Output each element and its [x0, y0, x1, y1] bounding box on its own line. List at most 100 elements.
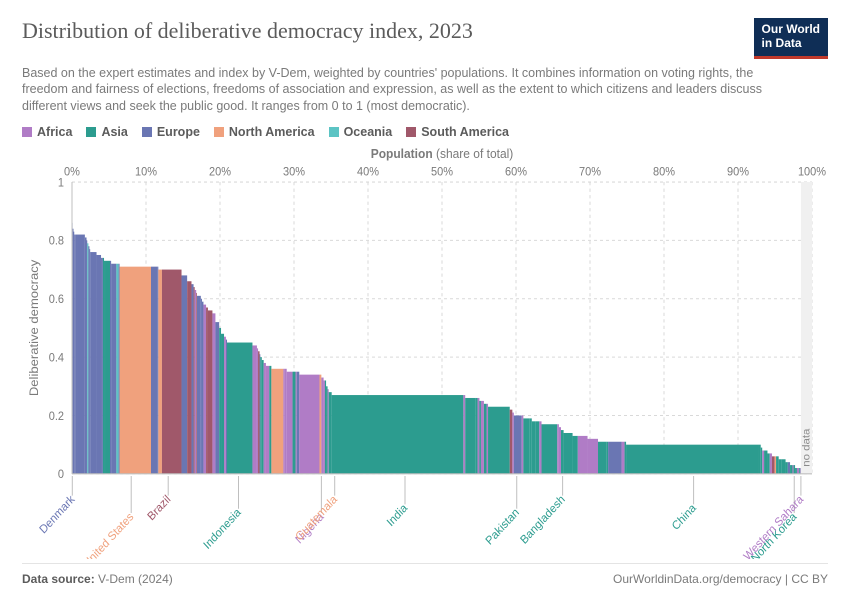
country-annotation[interactable]: Guatemala: [294, 493, 341, 544]
legend-item[interactable]: South America: [406, 125, 509, 139]
legend-item[interactable]: North America: [214, 125, 315, 139]
bar[interactable]: [321, 378, 323, 474]
bar[interactable]: [776, 457, 779, 475]
bar[interactable]: [87, 241, 88, 474]
bar[interactable]: [262, 360, 264, 474]
bar[interactable]: [782, 459, 786, 474]
bar[interactable]: [201, 299, 202, 474]
bar[interactable]: [252, 346, 256, 474]
bar[interactable]: [324, 381, 325, 474]
bar[interactable]: [622, 442, 625, 474]
bar[interactable]: [285, 369, 287, 474]
bar[interactable]: [557, 424, 559, 474]
bar[interactable]: [194, 287, 195, 474]
bar[interactable]: [573, 436, 578, 474]
bar[interactable]: [299, 375, 319, 474]
bar[interactable]: [779, 459, 782, 474]
bar[interactable]: [297, 372, 300, 474]
bar[interactable]: [226, 340, 227, 474]
bar[interactable]: [475, 398, 477, 474]
bar[interactable]: [103, 258, 104, 474]
bar[interactable]: [606, 442, 608, 474]
bar[interactable]: [794, 465, 795, 474]
bar[interactable]: [260, 354, 261, 474]
bar[interactable]: [539, 422, 541, 475]
legend-item[interactable]: Africa: [22, 125, 72, 139]
bar[interactable]: [90, 252, 96, 474]
bar[interactable]: [269, 366, 271, 474]
bar[interactable]: [625, 442, 626, 474]
bar[interactable]: [196, 293, 197, 474]
bar[interactable]: [598, 442, 606, 474]
bar[interactable]: [767, 454, 769, 474]
bar[interactable]: [151, 267, 157, 474]
bar[interactable]: [73, 229, 74, 474]
bar[interactable]: [104, 261, 105, 474]
bar[interactable]: [463, 395, 465, 474]
bar[interactable]: [799, 468, 800, 474]
bar[interactable]: [224, 337, 226, 474]
bar[interactable]: [790, 465, 792, 474]
bar[interactable]: [512, 413, 513, 474]
bar[interactable]: [325, 381, 326, 474]
bar[interactable]: [481, 401, 484, 474]
bar[interactable]: [116, 264, 118, 474]
bar[interactable]: [535, 422, 539, 475]
bar[interactable]: [532, 422, 535, 475]
country-annotation[interactable]: Denmark: [38, 493, 78, 536]
bar[interactable]: [271, 369, 283, 474]
bar[interactable]: [162, 270, 182, 474]
bar[interactable]: [484, 404, 487, 474]
country-annotation[interactable]: Western Sahara: [742, 493, 807, 559]
bar[interactable]: [772, 457, 775, 475]
bar[interactable]: [221, 334, 224, 474]
bar[interactable]: [157, 267, 158, 474]
bar[interactable]: [215, 322, 219, 474]
legend-item[interactable]: Oceania: [329, 125, 393, 139]
bar[interactable]: [332, 395, 464, 474]
bar[interactable]: [89, 249, 90, 474]
bar[interactable]: [191, 284, 193, 474]
bar[interactable]: [87, 244, 88, 475]
bar[interactable]: [758, 445, 760, 474]
bar[interactable]: [797, 468, 799, 474]
bar[interactable]: [478, 398, 480, 474]
bar[interactable]: [561, 430, 564, 474]
bar[interactable]: [258, 351, 259, 474]
bar[interactable]: [328, 389, 329, 474]
country-annotation[interactable]: United States: [81, 511, 136, 559]
bar[interactable]: [266, 366, 269, 474]
bar[interactable]: [97, 255, 101, 474]
bar[interactable]: [260, 357, 261, 474]
bar[interactable]: [775, 457, 776, 475]
bar[interactable]: [770, 454, 772, 474]
country-annotation[interactable]: India: [385, 502, 410, 530]
bar[interactable]: [761, 448, 762, 474]
bar[interactable]: [296, 372, 297, 474]
bar[interactable]: [120, 267, 151, 474]
bar[interactable]: [530, 419, 532, 474]
bar[interactable]: [227, 343, 252, 474]
bar[interactable]: [487, 404, 488, 474]
bar[interactable]: [287, 372, 293, 474]
bar[interactable]: [203, 305, 206, 474]
bar[interactable]: [283, 369, 284, 474]
bar[interactable]: [88, 246, 89, 474]
bar[interactable]: [319, 375, 321, 474]
bar[interactable]: [74, 235, 75, 474]
bar[interactable]: [479, 401, 480, 474]
country-annotation[interactable]: Pakistan: [484, 507, 522, 548]
bar[interactable]: [119, 264, 120, 474]
bar[interactable]: [326, 387, 327, 475]
bar[interactable]: [800, 468, 801, 474]
bar[interactable]: [75, 235, 77, 474]
bar[interactable]: [608, 442, 621, 474]
bar[interactable]: [488, 407, 510, 474]
bar[interactable]: [559, 427, 561, 474]
bar[interactable]: [788, 462, 790, 474]
bar[interactable]: [77, 235, 85, 474]
bar[interactable]: [588, 439, 598, 474]
bar[interactable]: [158, 270, 162, 474]
bar[interactable]: [182, 276, 188, 474]
bar[interactable]: [212, 314, 215, 475]
